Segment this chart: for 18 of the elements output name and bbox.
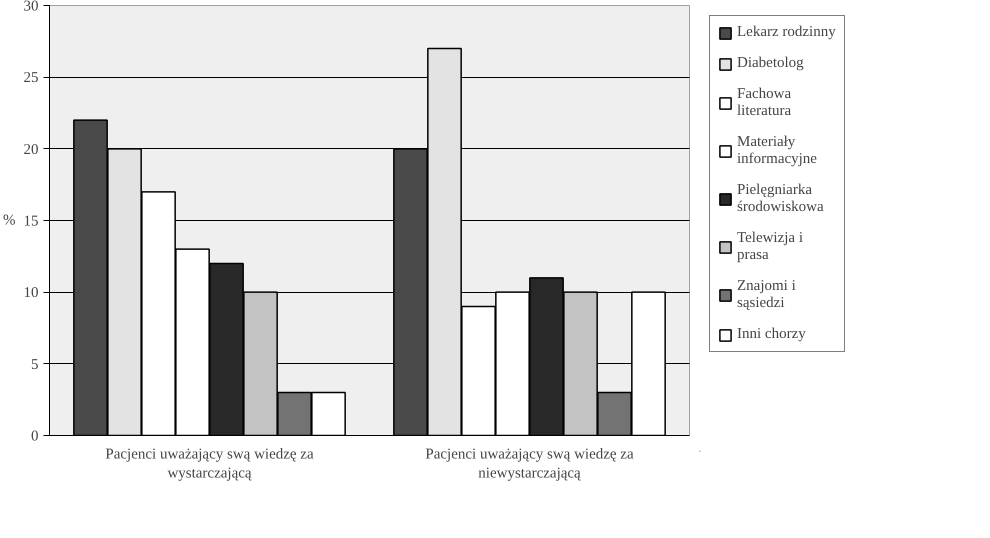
y-tick-label: 10: [24, 285, 38, 302]
legend-label: Telewizja i prasa: [737, 230, 803, 264]
y-tick-label: 15: [24, 214, 38, 230]
x-tick-label: Pacjenci uważający swą wiedzę za wystarczającą: [105, 446, 314, 482]
y-tick-label: 30: [24, 0, 38, 14]
y-tick-label: 0: [31, 428, 38, 444]
legend-label: Lekarz rodzinny: [737, 24, 836, 41]
y-tick-label: 20: [24, 142, 38, 158]
x-tick-label: Pacjenci uważający swą wiedzę za niewystarczającą: [425, 446, 634, 482]
legend-label: Materiały informacyjne: [737, 134, 817, 168]
y-tick-label: 5: [31, 356, 38, 373]
y-tick-label: 25: [24, 70, 38, 86]
legend-label: Pielęgniarka środowiskowa: [737, 182, 824, 216]
y-axis-title: %: [3, 212, 16, 228]
legend-label: Znajomi i sąsiedzi: [737, 278, 796, 312]
legend-label: Fachowa literatura: [737, 86, 792, 120]
legend-label: Diabetolog: [737, 55, 804, 72]
legend-label: Inni chorzy: [737, 326, 806, 343]
